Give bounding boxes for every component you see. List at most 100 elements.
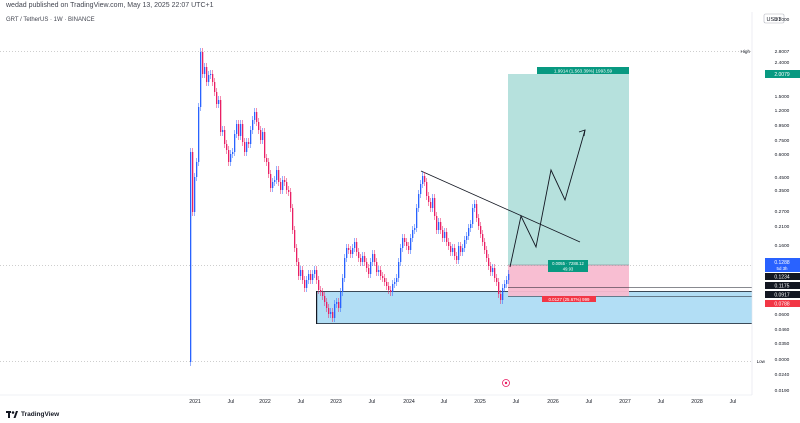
candle-body [362,256,364,262]
price-tick-label: 1.5000 [775,94,790,100]
candle-body [458,246,460,260]
candle-body [364,256,366,262]
candle-body [504,284,506,288]
candle-body [258,122,260,130]
candle-body [246,142,248,152]
candle-body [480,226,482,234]
candle-body [228,150,230,162]
candle-body [312,274,314,280]
candle-body [402,238,404,248]
candle-body [328,308,330,314]
candle-body [354,242,356,248]
candle-body [198,107,200,162]
candle-body [290,192,292,208]
candle-body [208,75,210,82]
time-tick-label: Jul [441,399,448,405]
candle-body [284,180,286,182]
tradingview-logo[interactable]: TradingView [6,409,59,419]
event-marker-dot [504,381,508,385]
position-profit-zone[interactable] [508,74,629,265]
candle-body [226,144,228,150]
candle-body [382,276,384,278]
candle-body [466,236,468,240]
candle-body [280,182,282,190]
chart-area[interactable]: GRT / TetherUS · 1W · BINANCE 1.9914 (1,… [0,12,800,407]
candle-body [236,124,238,134]
target-price-badge-text: 2.0079 [774,72,790,78]
candle-body [468,228,470,236]
candle-body [294,230,296,248]
candle-body [432,198,434,208]
candle-body [298,262,300,276]
level-badge-1175-text: 0.1175 [775,284,790,290]
price-tick-label: 2.8007 [775,49,790,55]
candle-body [264,132,266,158]
target-label: 1.9914 (1,563.39%) 1993.59 [554,69,613,74]
candle-body [368,268,370,274]
candle-body [252,120,254,130]
projection-arrow-icon [578,129,586,137]
time-axis[interactable] [0,395,800,407]
currency-button[interactable] [763,13,785,24]
chart-header: wedad published on TradingView.com, May … [0,0,800,12]
high-label: High [741,49,751,54]
candle-body [388,286,390,290]
candle-body [476,204,478,218]
candle-body [216,92,218,104]
entry-sub-label: 49.93 [563,267,574,272]
stop-price-badge-text: 0.0788 [774,302,790,308]
candle-body [206,67,208,82]
price-tick-label: 1.2000 [775,108,790,114]
candle-body [224,130,226,144]
time-tick-label: 2023 [330,399,342,405]
candle-body [282,180,284,190]
level-badge-0917-text: 0.0917 [774,293,790,299]
time-tick-label: Jul [298,399,305,405]
candle-body [418,194,420,208]
candle-body [242,124,244,142]
time-tick-label: 2021 [189,399,201,405]
candle-body [234,134,236,152]
downtrend-line[interactable] [420,170,581,243]
candle-body [436,216,438,230]
candle-body [334,304,336,318]
candle-body [442,230,444,238]
candle-body [274,180,276,182]
price-tick-label: 0.0350 [775,341,790,347]
time-tick-label: 2026 [547,399,559,405]
candle-body [308,274,310,280]
candle-body [502,288,504,300]
candlestick-series[interactable] [190,48,510,366]
candle-body [278,170,280,182]
candle-body [318,280,320,290]
candle-body [230,154,232,162]
price-tick-label: 0.0460 [775,327,790,333]
candle-body [314,270,316,274]
candle-body [424,176,426,182]
candle-body [464,240,466,248]
candle-body [376,262,378,272]
tradingview-logo-icon [6,410,18,418]
time-tick-label: 2027 [619,399,631,405]
candle-body [506,280,508,284]
candle-body [430,202,432,208]
current-price-badge [765,258,800,272]
level-badge-1234-text: 0.1234 [774,275,790,281]
candle-body [222,130,224,132]
projection-path[interactable] [509,129,586,268]
symbol-title: GRT / TetherUS · 1W · BINANCE [6,17,95,23]
candle-body [232,152,234,154]
candle-body [414,228,416,230]
candle-body [450,246,452,252]
candle-body [488,258,490,266]
price-tick-label: 0.0190 [775,388,790,394]
candle-body [384,278,386,282]
candle-body [370,262,372,274]
candle-body [500,294,502,300]
price-chart[interactable]: GRT / TetherUS · 1W · BINANCE 1.9914 (1,… [0,12,800,407]
publish-info: wedad published on TradingView.com, May … [6,2,214,9]
candle-body [296,248,298,262]
low-label: Low [757,359,766,364]
price-scale[interactable] [752,12,800,395]
price-tick-label: 0.7500 [775,138,790,144]
